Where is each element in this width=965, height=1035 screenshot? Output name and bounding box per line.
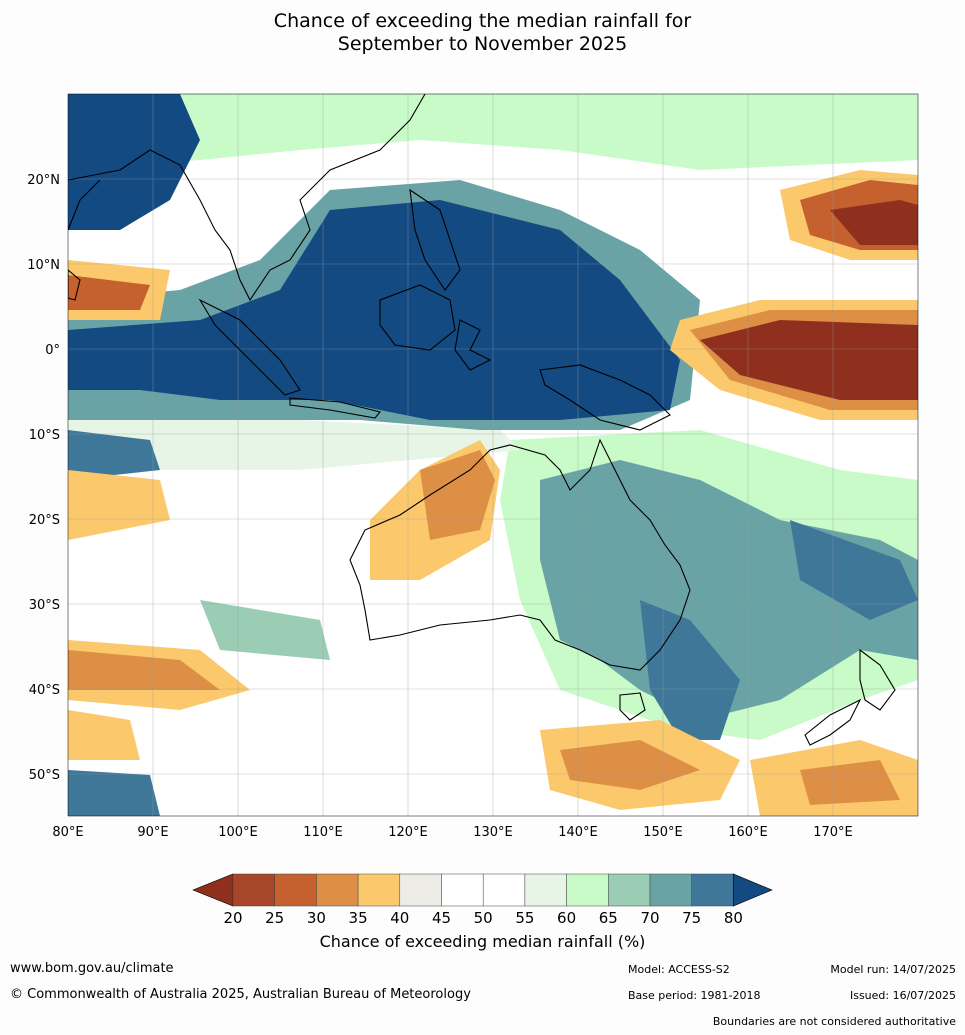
- x-tick-label: 80°E: [52, 825, 83, 840]
- y-axis-labels: 20°N 10°N 0° 10°S 20°S 30°S 40°S 50°S: [27, 173, 60, 783]
- region-35-40: [68, 710, 140, 760]
- colorbar-tick-label: 75: [682, 909, 701, 927]
- map-title: Chance of exceeding the median rainfall …: [0, 10, 965, 56]
- colorbar-segment: [399, 873, 442, 907]
- website-url: www.bom.gov.au/climate: [10, 961, 174, 976]
- coastlines: [68, 94, 896, 746]
- colorbar-tick-label: 45: [432, 909, 451, 927]
- colorbar-tick-label: 20: [223, 909, 242, 927]
- model-run-date: Model run: 14/07/2025: [830, 963, 956, 976]
- colorbar-segment: [649, 873, 692, 907]
- region-above-80: [68, 200, 680, 420]
- region-30-35: [560, 740, 700, 790]
- y-tick-label: 30°S: [29, 598, 60, 613]
- y-tick-label: 10°S: [29, 428, 60, 443]
- colorbar-segment: [441, 873, 484, 907]
- graticule: [68, 94, 918, 816]
- colorbar-overflow-arrow: [733, 873, 773, 907]
- colorbar-tick-label: 50: [474, 909, 493, 927]
- colorbar-tick-label: 40: [390, 909, 409, 927]
- colorbar-tick-label: 35: [349, 909, 368, 927]
- colorbar-tick-label: 30: [307, 909, 326, 927]
- colorbar-underflow-arrow: [192, 873, 234, 907]
- y-tick-label: 50°S: [29, 768, 60, 783]
- y-tick-label: 20°N: [27, 173, 60, 188]
- region-below-20: [830, 200, 918, 245]
- y-tick-label: 10°N: [27, 258, 60, 273]
- colorbar-segment: [566, 873, 609, 907]
- sumatra-coastline: [198, 298, 301, 396]
- region-30-35: [800, 760, 900, 805]
- colorbar-tick-label: 80: [724, 909, 743, 927]
- region-30-35: [68, 275, 150, 310]
- colorbar-tick-label: 60: [557, 909, 576, 927]
- region-65-70: [200, 600, 330, 660]
- colorbar: 20 25 30 35 40 45 50 55 60 65 70 75 80: [192, 873, 773, 927]
- x-tick-label: 100°E: [218, 825, 258, 840]
- issued-date: Issued: 16/07/2025: [849, 989, 956, 1002]
- title-line-2: September to November 2025: [337, 33, 628, 55]
- x-tick-label: 160°E: [728, 825, 768, 840]
- x-tick-label: 150°E: [643, 825, 683, 840]
- base-period: Base period: 1981-2018: [628, 989, 761, 1002]
- y-tick-label: 20°S: [29, 513, 60, 528]
- x-tick-label: 120°E: [388, 825, 428, 840]
- colorbar-segment: [608, 873, 651, 907]
- copyright-notice: © Commonwealth of Australia 2025, Austra…: [10, 987, 471, 1002]
- region-35-40: [68, 470, 170, 540]
- new-zealand-south-coastline: [804, 698, 862, 746]
- y-tick-label: 40°S: [29, 683, 60, 698]
- asia-mainland-coastline: [68, 94, 426, 302]
- region-70-75: [68, 770, 160, 816]
- colorbar-tick-label: 55: [515, 909, 534, 927]
- borneo-coastline: [379, 284, 456, 351]
- region-above-80: [68, 94, 200, 230]
- tasmania-coastline: [619, 692, 646, 721]
- new-zealand-north-coastline: [859, 648, 896, 711]
- x-tick-label: 90°E: [137, 825, 168, 840]
- region-below-20: [700, 320, 918, 400]
- boundary-disclaimer: Boundaries are not considered authoritat…: [712, 1015, 956, 1028]
- colorbar-title: Chance of exceeding median rainfall (%): [319, 932, 646, 951]
- colorbar-segment: [482, 873, 526, 907]
- sulawesi-coastline: [454, 319, 492, 371]
- india-coastline: [68, 179, 101, 231]
- region-70-75: [540, 460, 918, 720]
- x-tick-label: 110°E: [303, 825, 343, 840]
- colorbar-segment: [524, 873, 567, 907]
- colorbar-tick-label: 70: [640, 909, 659, 927]
- x-tick-label: 140°E: [558, 825, 598, 840]
- x-tick-label: 130°E: [473, 825, 513, 840]
- region-30-35: [420, 450, 495, 540]
- model-name: Model: ACCESS-S2: [628, 963, 730, 976]
- region-75-80: [640, 600, 740, 740]
- philippines-coastline: [409, 188, 461, 291]
- region-70-75: [68, 430, 160, 480]
- sri-lanka-coastline: [68, 269, 81, 301]
- map-border: [67, 93, 919, 817]
- colorbar-segment: [274, 873, 317, 907]
- colorbar-segment: [232, 873, 275, 907]
- x-axis-labels: 80°E 90°E 100°E 110°E 120°E 130°E 140°E …: [52, 825, 852, 840]
- colorbar-segment: [357, 873, 401, 907]
- y-tick-label: 0°: [45, 343, 60, 358]
- java-coastline: [289, 397, 381, 419]
- colorbar-tick-label: 65: [599, 909, 618, 927]
- region-75-80: [790, 520, 918, 620]
- colorbar-tick-label: 25: [265, 909, 284, 927]
- title-line-1: Chance of exceeding the median rainfall …: [273, 10, 692, 32]
- new-guinea-coastline: [539, 364, 671, 431]
- colorbar-segment: [316, 873, 359, 907]
- rainfall-probability-field: [68, 94, 918, 816]
- region-30-35: [68, 650, 220, 690]
- colorbar-segment: [691, 873, 734, 907]
- x-tick-label: 170°E: [813, 825, 853, 840]
- australia-coastline: [349, 438, 691, 671]
